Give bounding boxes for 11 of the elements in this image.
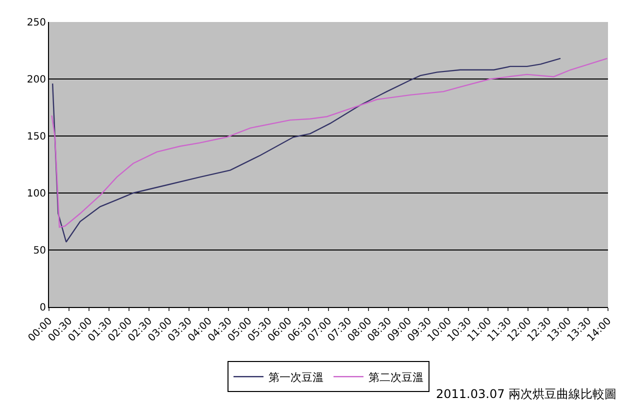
y-tick-label: 200 — [26, 74, 46, 86]
y-tick-label: 250 — [26, 18, 46, 28]
line-series — [52, 58, 562, 243]
legend-label: 第二次豆溫 — [368, 370, 424, 384]
text: 2011.03.07 兩次烘豆曲線比較圖 — [436, 387, 617, 401]
y-tick-label: 100 — [26, 188, 46, 200]
legend-label: 第一次豆溫 — [268, 370, 324, 384]
line-series — [51, 58, 608, 228]
y-tick-label: 0 — [40, 302, 46, 314]
y-tick-label: 50 — [33, 246, 46, 256]
y-tick-label: 150 — [26, 132, 46, 142]
